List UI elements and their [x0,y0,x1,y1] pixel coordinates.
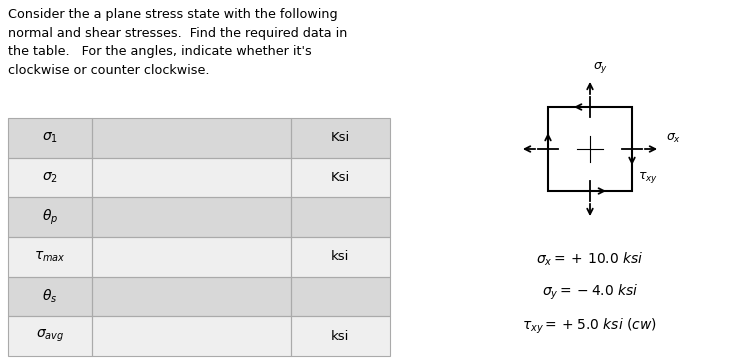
Bar [291,118,390,158]
Text: $\sigma_2$: $\sigma_2$ [42,170,58,185]
Bar [291,316,390,356]
Bar [8,277,390,316]
Bar [291,197,390,237]
Bar [92,197,291,237]
Bar [92,277,291,316]
Bar [8,316,92,356]
Text: $\tau_{xy} = +5.0\ ksi\ (cw)$: $\tau_{xy} = +5.0\ ksi\ (cw)$ [523,316,658,336]
Text: $\sigma_x = +\,10.0\ ksi$: $\sigma_x = +\,10.0\ ksi$ [536,250,644,268]
Bar [8,316,390,356]
Bar [8,158,390,197]
Bar [8,237,92,277]
Text: $\sigma_x$: $\sigma_x$ [666,132,681,145]
Bar [291,277,390,316]
Bar [8,158,92,197]
Bar [92,118,291,158]
Text: Consider the a plane stress state with the following
normal and shear stresses. : Consider the a plane stress state with t… [8,8,347,76]
Text: $\sigma_1$: $\sigma_1$ [42,131,58,145]
Text: ksi: ksi [331,250,349,263]
Bar [548,107,632,191]
Text: $\sigma_y$: $\sigma_y$ [593,60,608,75]
Text: $\sigma_y = -4.0\ ksi$: $\sigma_y = -4.0\ ksi$ [542,282,639,302]
Bar [291,158,390,197]
Text: $\tau_{xy}$: $\tau_{xy}$ [638,170,658,185]
Bar [8,197,390,237]
Text: ksi: ksi [331,330,349,343]
Bar [8,118,390,158]
Text: $\theta_s$: $\theta_s$ [43,288,58,305]
Text: $\sigma_{avg}$: $\sigma_{avg}$ [36,328,64,344]
Text: $\tau_{max}$: $\tau_{max}$ [34,250,66,264]
Text: $\theta_p$: $\theta_p$ [42,207,58,227]
Bar [92,316,291,356]
Bar [8,237,390,277]
Bar [8,277,92,316]
Bar [8,118,92,158]
Bar [92,237,291,277]
Bar [291,237,390,277]
Text: Ksi: Ksi [331,131,350,145]
Bar [92,158,291,197]
Text: Ksi: Ksi [331,171,350,184]
Bar [8,197,92,237]
